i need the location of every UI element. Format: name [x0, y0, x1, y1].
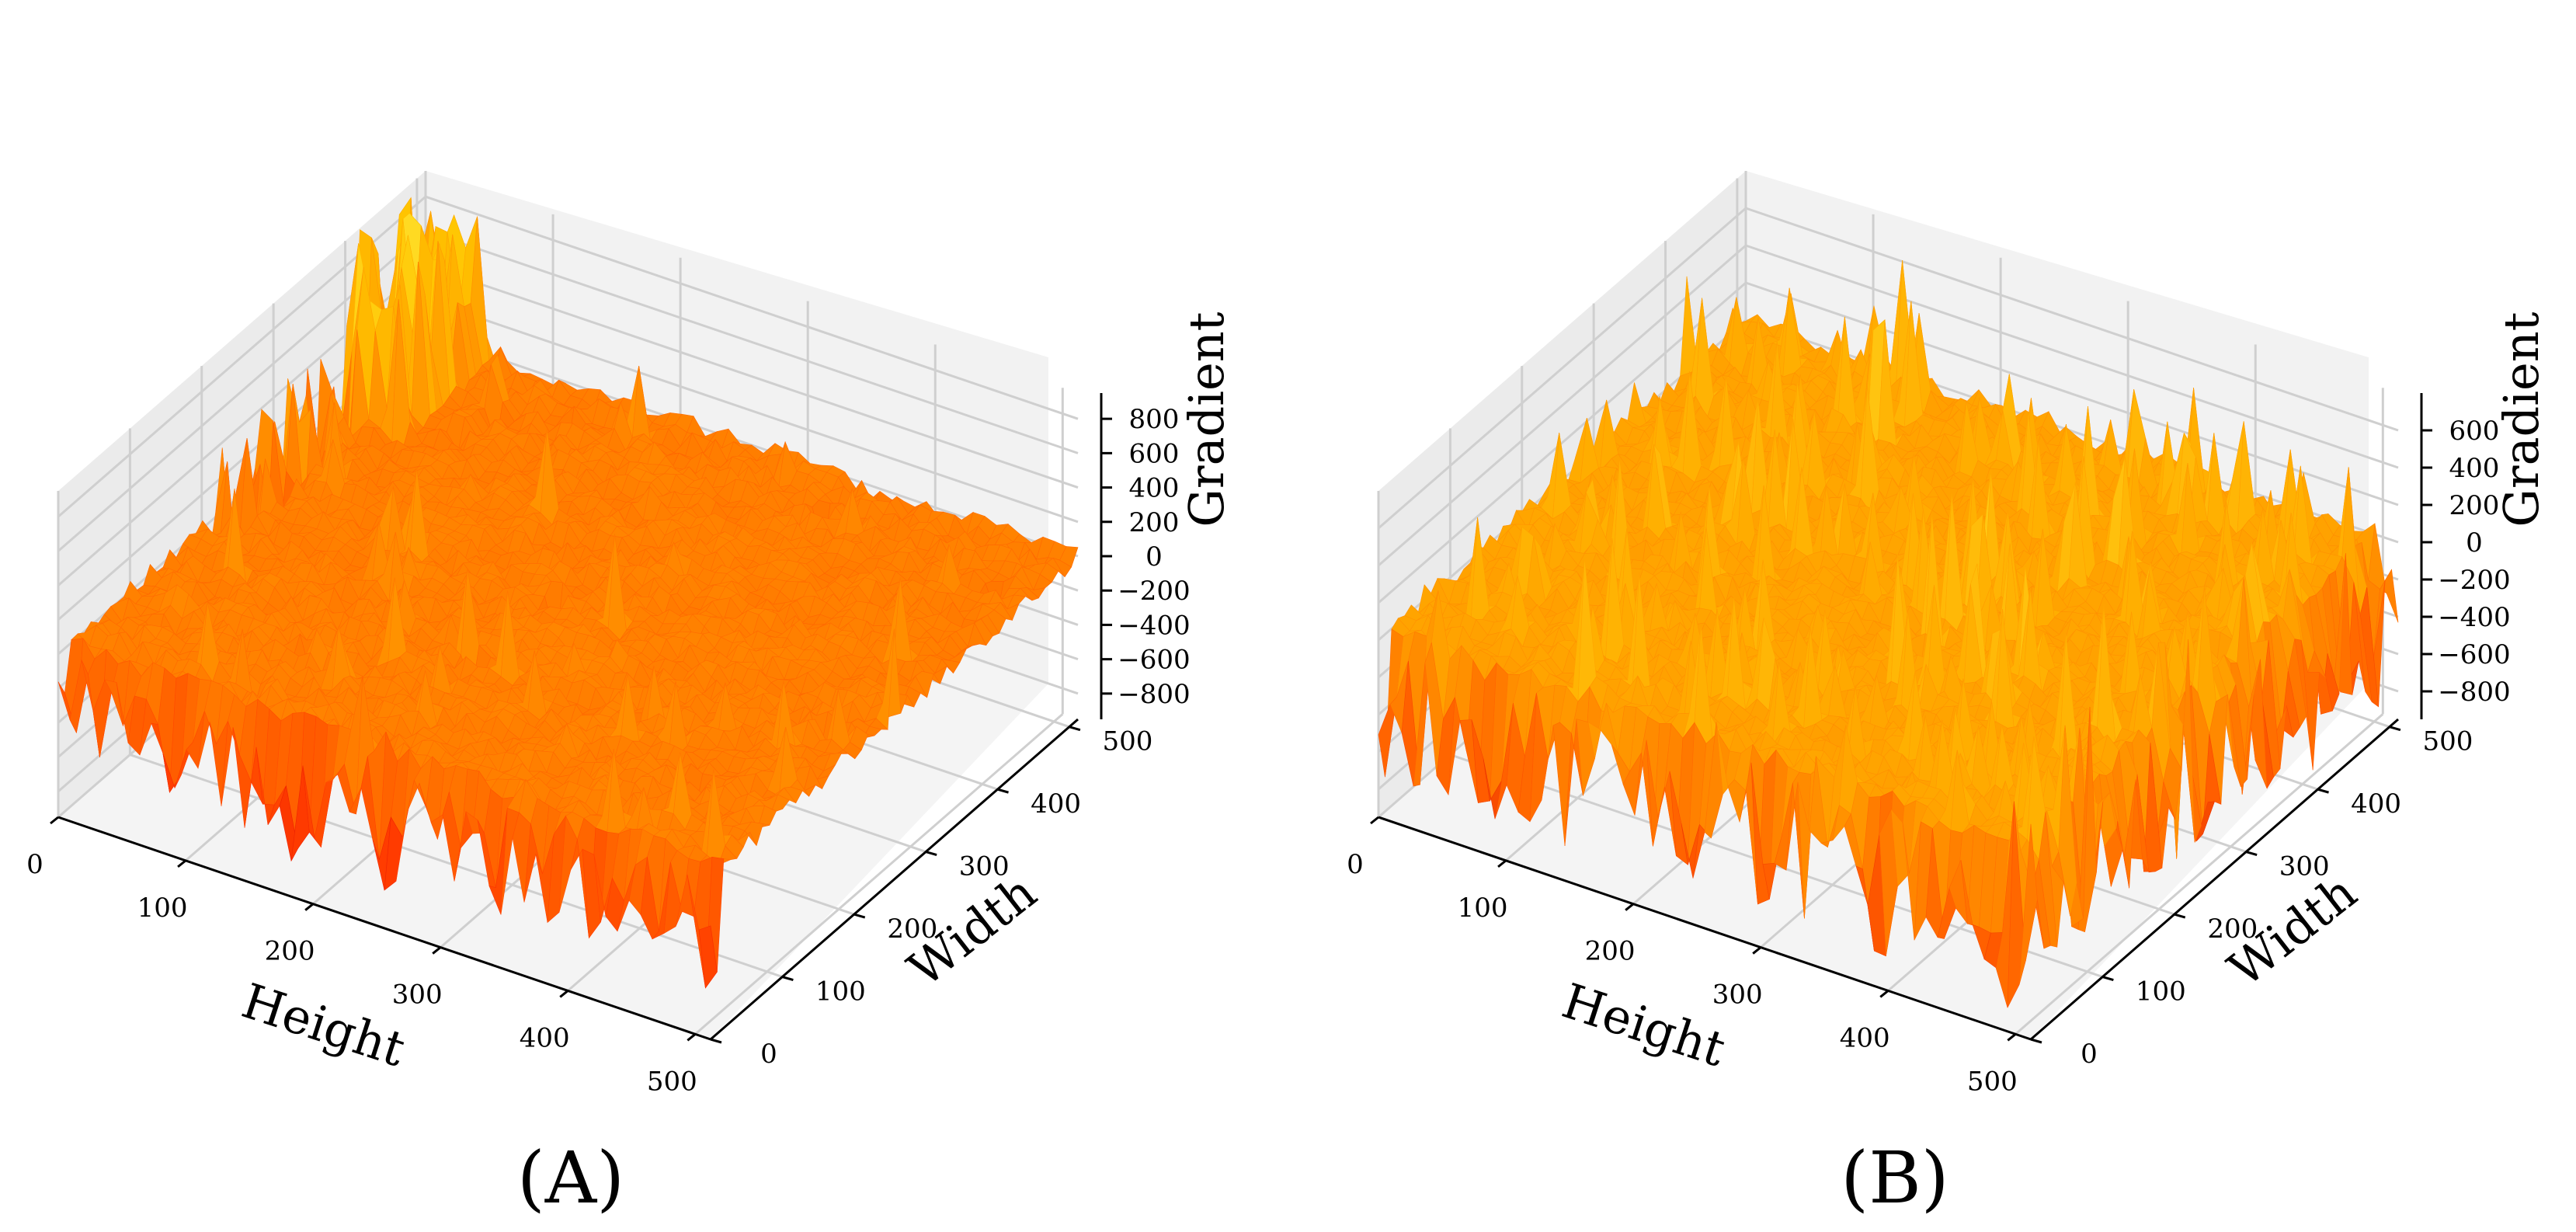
z-tick-label: −800 — [1118, 679, 1190, 710]
wall-gridline — [425, 195, 1079, 420]
x-tick — [177, 859, 186, 868]
y-axis-line — [710, 718, 1079, 1041]
x-axis-line — [57, 816, 711, 1041]
y-tick-label: 100 — [815, 976, 866, 1008]
surface-facet — [698, 925, 718, 989]
axis-lines — [50, 393, 1112, 1044]
x-tick-label: 300 — [392, 980, 443, 1011]
floor-gridline — [694, 713, 1064, 1035]
y-tick — [997, 788, 1009, 794]
x-tick-label: 500 — [647, 1066, 697, 1097]
z-axis-label: Gradient — [1178, 311, 1235, 527]
z-tick-label: 0 — [1145, 541, 1163, 572]
y-tick — [853, 913, 866, 919]
gradient-surface — [1378, 260, 2399, 1008]
y-tick-label: 500 — [1102, 726, 1152, 757]
x-tick-label: 400 — [520, 1022, 570, 1053]
y-tick — [1069, 726, 1081, 732]
wall-gridline — [425, 229, 1079, 454]
y-tick — [925, 851, 937, 857]
floor-gridline — [2015, 713, 2384, 1035]
x-tick-label: 200 — [265, 936, 315, 967]
z-tick-label: 800 — [1129, 404, 1180, 435]
x-tick-label: 0 — [26, 849, 43, 880]
tick-labels: 0 100 200 300 400 500 0 100 200 300 400 500 −800−600… — [26, 404, 1191, 1097]
wall-gridline — [425, 264, 1079, 489]
wall-gridline — [1745, 207, 2399, 432]
wall-gridline — [1745, 244, 2399, 469]
z-tick-label: 200 — [1129, 507, 1180, 538]
panel-b: 01002003004005000100200300400500−800−600… — [1347, 171, 2550, 1220]
panel-label-a: (A) — [517, 1136, 624, 1220]
x-tick — [304, 903, 315, 911]
y-tick — [781, 976, 794, 981]
z-tick-label: 400 — [1129, 473, 1180, 504]
x-tick — [687, 1033, 697, 1042]
z-tick-label: 600 — [1129, 438, 1180, 469]
wall-gridline — [425, 298, 1079, 524]
wall-gridline — [1378, 244, 1747, 567]
x-tick — [50, 816, 59, 825]
gradient-surface — [57, 197, 1079, 989]
y-tick-label: 0 — [760, 1039, 777, 1070]
z-tick-label: −600 — [1118, 645, 1190, 676]
x-tick-label: 100 — [137, 893, 188, 924]
z-tick-label: −200 — [1118, 576, 1190, 607]
y-tick-label: 200 — [887, 914, 937, 945]
y-tick — [710, 1038, 722, 1044]
x-tick — [432, 946, 442, 955]
x-tick — [559, 990, 569, 998]
y-tick-label: 400 — [1031, 788, 1081, 820]
y-tick-label: 300 — [959, 851, 1010, 882]
wall-gridline — [1378, 207, 1747, 530]
panel-a: 0 100 200 300 400 500 0 100 200 300 400 500 −800−600… — [26, 171, 1235, 1220]
z-tick-label: −400 — [1118, 610, 1190, 641]
x-axis-label: Height — [235, 973, 412, 1078]
